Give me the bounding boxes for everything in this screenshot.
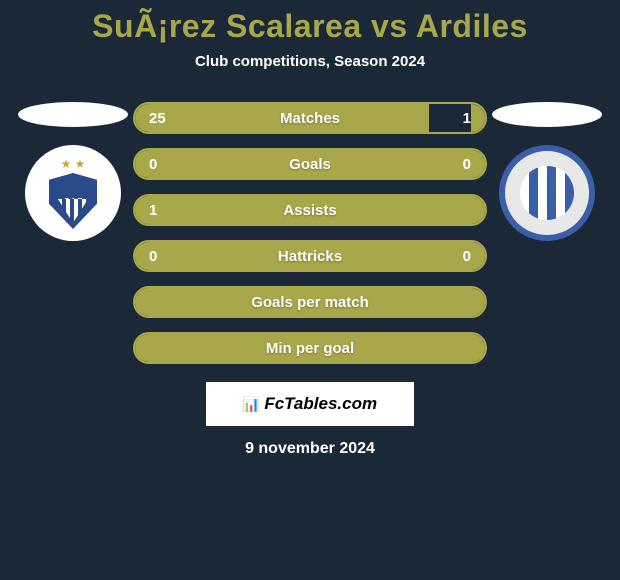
stat-bar: 0 Goals 0 xyxy=(133,148,487,180)
shield-icon: C.A.T xyxy=(49,173,97,229)
page-subtitle: Club competitions, Season 2024 xyxy=(0,53,620,70)
stat-value-left: 0 xyxy=(149,156,157,173)
team-badge-right xyxy=(499,145,595,241)
stat-label: Matches xyxy=(280,110,340,127)
brand-logo[interactable]: 📊 FcTables.com xyxy=(206,382,414,426)
stat-bar: 1 Assists xyxy=(133,194,487,226)
badge-stripes-icon xyxy=(520,166,574,220)
star-icon: ★ ★ xyxy=(61,157,86,171)
stat-value-right: 1 xyxy=(463,110,471,127)
stat-label: Goals xyxy=(289,156,331,173)
page-title: SuÃ¡rez Scalarea vs Ardiles xyxy=(0,8,620,45)
shield-stripes-icon xyxy=(58,199,88,223)
brand-text: FcTables.com xyxy=(264,394,377,414)
stat-label: Min per goal xyxy=(266,340,354,357)
stats-column: 25 Matches 1 0 Goals 0 1 Assists 0 Hattricks 0 Goal… xyxy=(133,102,487,364)
left-team-col: ★ ★ C.A.T xyxy=(13,102,133,241)
team-badge-left: ★ ★ C.A.T xyxy=(25,145,121,241)
stat-label: Hattricks xyxy=(278,248,342,265)
stat-value-left: 25 xyxy=(149,110,166,127)
footer-date: 9 november 2024 xyxy=(0,440,620,458)
stat-label: Assists xyxy=(283,202,336,219)
stat-fill-right xyxy=(471,104,485,132)
player-photo-left xyxy=(18,102,128,127)
stat-bar: Goals per match xyxy=(133,286,487,318)
stat-bar: Min per goal xyxy=(133,332,487,364)
stat-bar: 0 Hattricks 0 xyxy=(133,240,487,272)
chart-icon: 📊 xyxy=(243,396,260,413)
stat-bar: 25 Matches 1 xyxy=(133,102,487,134)
player-photo-right xyxy=(492,102,602,127)
root: SuÃ¡rez Scalarea vs Ardiles Club competi… xyxy=(0,0,620,458)
right-team-col xyxy=(487,102,607,241)
main-row: ★ ★ C.A.T 25 Matches 1 0 Goals 0 1 Assists 0 Hatt… xyxy=(0,102,620,364)
stat-value-left: 0 xyxy=(149,248,157,265)
stat-value-left: 1 xyxy=(149,202,157,219)
stat-value-right: 0 xyxy=(463,156,471,173)
stat-label: Goals per match xyxy=(251,294,369,311)
stat-value-right: 0 xyxy=(463,248,471,265)
